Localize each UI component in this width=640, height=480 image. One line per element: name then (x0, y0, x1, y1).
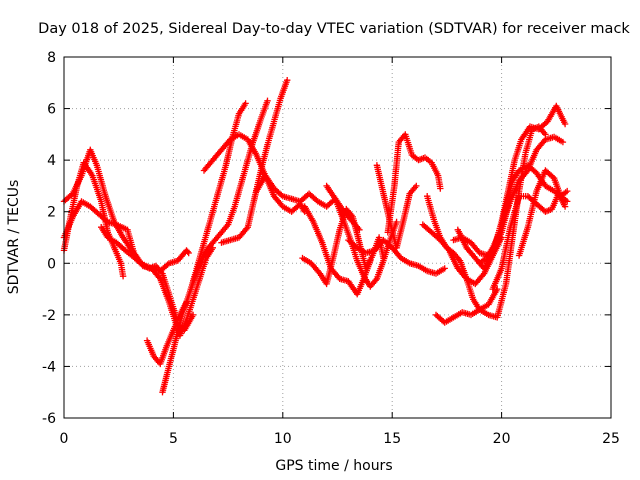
data-point (505, 203, 512, 210)
data-point (264, 97, 271, 104)
data-point (393, 218, 400, 226)
y-tick-label: -4 (42, 359, 56, 375)
data-point (523, 168, 530, 176)
x-tick-label: 20 (493, 431, 511, 447)
data-point (437, 185, 444, 192)
plot-frame (63, 56, 612, 419)
y-tick-label: 8 (47, 50, 56, 66)
x-tick-label: 25 (602, 431, 620, 447)
x-tick-label: 0 (60, 431, 69, 447)
x-tick-label: 15 (383, 431, 401, 447)
data-point (564, 187, 571, 195)
axis-ticks: 0 5 10 15 20 25 -6 -4 -2 0 2 4 6 8 (42, 50, 620, 447)
data-point (564, 198, 571, 205)
data-point (284, 77, 291, 84)
y-tick-label: 4 (47, 153, 56, 169)
y-tick-label: 0 (47, 256, 56, 272)
x-tick-label: 10 (274, 431, 292, 447)
y-tick-label: 6 (47, 102, 56, 118)
data-point (185, 249, 192, 257)
data-point (119, 273, 127, 280)
x-tick-label: 5 (169, 431, 178, 447)
y-axis-label: SDTVAR / TECUs (6, 180, 22, 295)
data-point (189, 311, 197, 319)
data-point (413, 182, 420, 190)
y-tick-label: -2 (42, 308, 56, 324)
data-point (561, 120, 569, 128)
chart-title: Day 018 of 2025, Sidereal Day-to-day VTE… (38, 21, 630, 37)
data-point (441, 265, 448, 272)
data-point (242, 100, 249, 107)
y-tick-label: 2 (47, 205, 56, 221)
x-axis-label: GPS time / hours (275, 458, 392, 474)
y-tick-label: -6 (42, 411, 56, 427)
data-marks (60, 77, 571, 396)
data-point (561, 203, 569, 210)
data-point (367, 257, 374, 264)
data-point (559, 138, 567, 146)
data-point (184, 248, 191, 255)
data-point (549, 173, 556, 181)
